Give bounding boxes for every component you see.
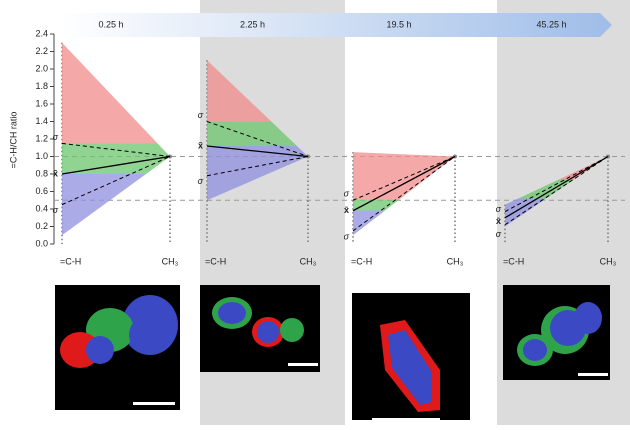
- x-category-label: =C-H: [60, 256, 81, 266]
- sigma-label: σ: [198, 110, 204, 120]
- y-tick-label: 2.2: [35, 46, 48, 56]
- panel-title: 19.5 h: [386, 19, 411, 29]
- sigma-line: [206, 121, 309, 157]
- mean-line: [206, 145, 309, 158]
- mean-line: [504, 155, 609, 219]
- y-tick-label: 1.8: [35, 81, 48, 91]
- y-tick-label: 0.4: [35, 203, 48, 213]
- sigma-line: [206, 156, 309, 177]
- y-tick-label: 0.6: [35, 186, 48, 196]
- time-arrow: [60, 13, 612, 37]
- x-category-label: =C-H: [205, 256, 226, 266]
- sigma-label: σ: [344, 231, 350, 241]
- y-tick-label: 0.0: [35, 238, 48, 248]
- micrograph: [55, 285, 180, 410]
- mean-line: [61, 155, 171, 175]
- y-axis-label: =C-H/CH ratio: [8, 112, 18, 169]
- x-category-label: =C-H: [503, 256, 524, 266]
- sigma-label: σ: [344, 189, 350, 199]
- sigma-label: σ: [53, 132, 59, 142]
- y-tick-label: 2.4: [35, 28, 48, 38]
- sigma-label: σ: [496, 204, 502, 214]
- panel-title: 2.25 h: [240, 19, 265, 29]
- micrograph: [200, 285, 320, 372]
- sigma-line: [352, 156, 456, 232]
- mean-line: [352, 155, 456, 212]
- mean-label: x̄: [344, 205, 349, 215]
- y-tick-label: 1.4: [35, 116, 48, 126]
- mean-label: x̄: [198, 140, 203, 150]
- x-category-label: CH₃: [447, 256, 464, 266]
- sigma-label: σ: [53, 205, 59, 215]
- ratio-fan: [207, 60, 308, 201]
- y-tick-label: 0.8: [35, 168, 48, 178]
- sigma-line: [61, 156, 171, 206]
- x-category-label: =C-H: [351, 256, 372, 266]
- mean-label: x̄: [496, 216, 501, 226]
- x-category-label: CH₃: [300, 256, 317, 266]
- sigma-label: σ: [198, 176, 204, 186]
- x-category-label: CH₃: [600, 256, 617, 266]
- mean-label: x̄: [53, 168, 58, 178]
- micrograph: [352, 293, 470, 421]
- sigma-label: σ: [496, 229, 502, 239]
- x-category-label: CH₃: [162, 256, 179, 266]
- sigma-line: [352, 156, 456, 201]
- ratio-fan: [62, 42, 170, 236]
- y-tick-label: 0.2: [35, 221, 48, 231]
- y-tick-label: 1.2: [35, 133, 48, 143]
- y-tick-label: 1.0: [35, 151, 48, 161]
- micrograph: [503, 285, 610, 380]
- y-tick-label: 2.0: [35, 63, 48, 73]
- panel-title: 45.25 h: [536, 19, 566, 29]
- y-tick-label: 1.6: [35, 98, 48, 108]
- sigma-line: [504, 156, 609, 213]
- panel-title: 0.25 h: [98, 19, 123, 29]
